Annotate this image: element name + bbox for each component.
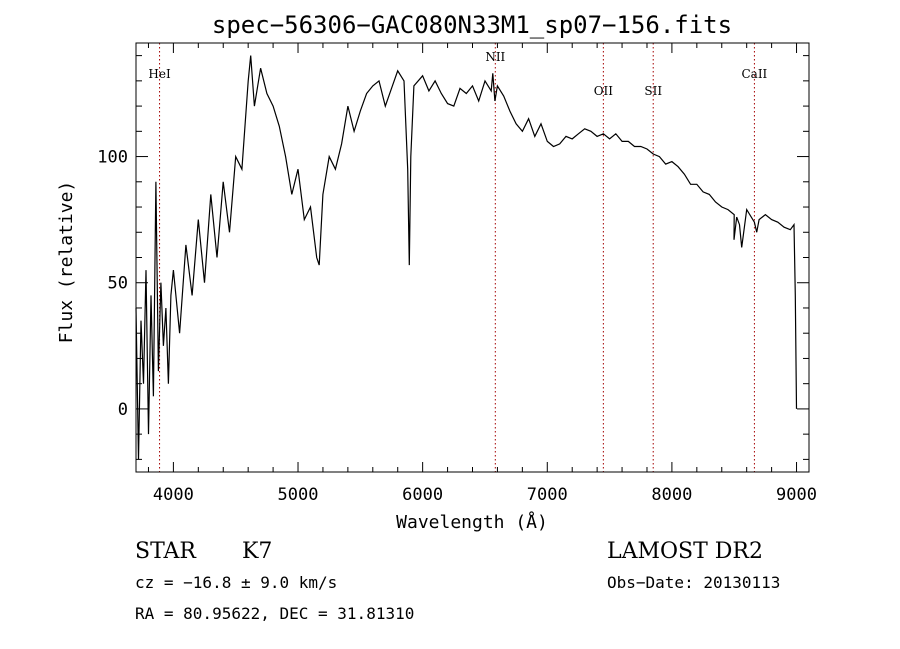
line-label-hei: HeI — [148, 67, 171, 81]
redshift-text: cz = −16.8 ± 9.0 km/s — [135, 573, 337, 592]
line-label-sii: SII — [644, 84, 662, 98]
x-tick-label: 4000 — [153, 485, 194, 505]
y-tick-label: 50 — [108, 274, 128, 294]
y-axis-label: Flux (relative) — [56, 181, 77, 344]
y-tick-label: 100 — [97, 148, 128, 168]
x-tick-label: 6000 — [402, 485, 443, 505]
line-label-caii: CaII — [741, 67, 767, 81]
y-tick-label: 0 — [118, 400, 128, 420]
line-label-oii: OII — [594, 84, 614, 98]
chart-title: spec−56306−GAC080N33M1_sp07−156.fits — [212, 11, 732, 39]
plot-frame — [135, 42, 810, 473]
x-tick-label: 8000 — [651, 485, 692, 505]
object-class: STAR — [135, 539, 197, 564]
ticks: 4000 5000 6000 7000 8000 9000 0 50 100 — [97, 43, 817, 505]
line-label-nii: NII — [485, 50, 505, 64]
x-tick-label: 9000 — [776, 485, 817, 505]
spectrum-line — [135, 55, 798, 460]
emission-lines: HeI NII OII SII CaII — [148, 43, 768, 472]
x-tick-label: 7000 — [527, 485, 568, 505]
x-tick-label: 5000 — [278, 485, 319, 505]
object-subclass: K7 — [242, 539, 272, 564]
observation-date: Obs−Date: 20130113 — [607, 573, 780, 592]
x-axis-label: Wavelength (Å) — [396, 511, 548, 533]
coordinates-text: RA = 80.95622, DEC = 31.81310 — [135, 604, 414, 623]
survey-name: LAMOST DR2 — [607, 539, 763, 564]
